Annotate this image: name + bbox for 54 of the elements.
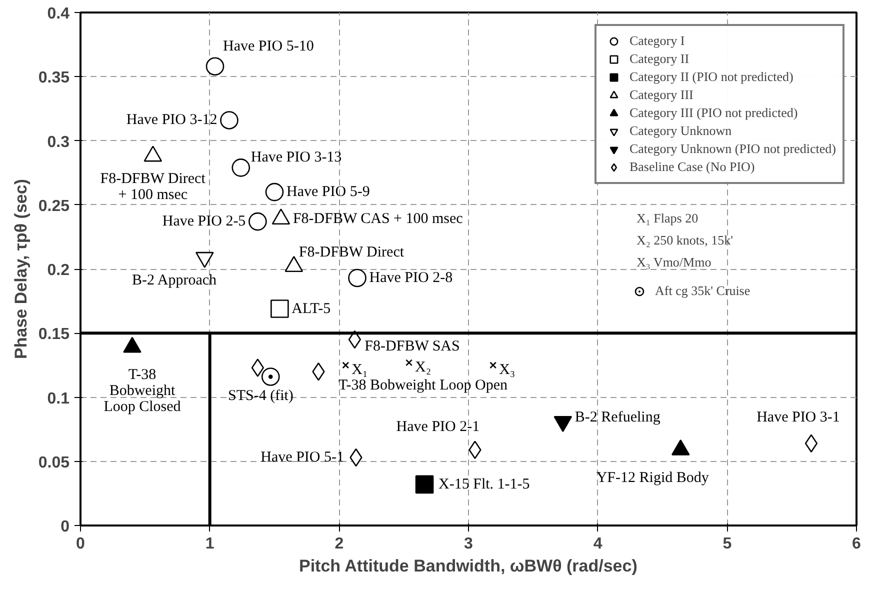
legend-label: Category Unknown (PIO not predicted) [629, 141, 836, 157]
x-tick-label: 2 [334, 536, 344, 552]
annotation: T-38 Bobweight Loop Open [338, 378, 508, 394]
y-tick-label: 0.3 [47, 134, 70, 151]
y-tick-label: 0.35 [38, 70, 70, 87]
annotation: Have PIO 2-5 [162, 214, 246, 230]
annotation: X₁ Flaps 20 [636, 210, 698, 226]
legend-label: Category II [629, 51, 690, 67]
legend-label: Category Unknown [629, 123, 732, 139]
annotation: Have PIO 5-10 [223, 38, 314, 54]
annotation: B-2 Approach [132, 272, 218, 288]
annotation: ALT-5 [292, 300, 331, 317]
y-tick-label: 0 [60, 518, 70, 536]
x-tick-label: 4 [593, 536, 602, 552]
y-tick-label: 0.05 [38, 454, 70, 472]
annotation: X₂ 250 knots, 15k' [636, 232, 733, 248]
annotation: Have PIO 3-12 [126, 112, 218, 128]
data-label: X₁ [352, 362, 368, 378]
annotation: X₃ Vmo/Mmo [636, 254, 712, 270]
legend-label: Category III (PIO not predicted) [629, 105, 798, 121]
x-tick-label: 3 [464, 536, 474, 552]
x-tick-label: 5 [722, 536, 732, 552]
annotation: B-2 Refueling [574, 410, 661, 426]
data-label: X₂ [415, 360, 432, 376]
legend-label: Aft cg 35k' Cruise [655, 283, 750, 299]
x-axis-title: Pitch Attitude Bandwidth, ωBWθ (rad/sec) [299, 556, 638, 576]
x-tick-label: 6 [852, 536, 862, 552]
legend-label: Category II (PIO not predicted) [629, 69, 794, 85]
annotation: Have PIO 3-1 [756, 409, 840, 426]
annotation: F8-DFBW CAS + 100 msec [292, 210, 464, 227]
y-tick-label: 0.15 [38, 326, 70, 344]
y-tick-label: 0.2 [47, 262, 70, 279]
y-tick-label: 0.4 [47, 6, 70, 22]
annotation: YF-12 Rigid Body [596, 470, 710, 486]
annotation: Have PIO 5-9 [286, 184, 370, 200]
x-tick-label: 1 [205, 536, 214, 552]
y-tick-label: 0.1 [47, 390, 70, 408]
annotation: F8-DFBW Direct + 100 msec [100, 171, 206, 204]
annotation: T-38 Bobweight Loop Closed [104, 367, 182, 416]
y-axis-title: Phase Delay, τpθ (sec) [11, 179, 30, 359]
data-label: X₃ [499, 362, 516, 378]
y-tick-label: 0.25 [38, 198, 70, 215]
legend-label: Category I [629, 33, 685, 49]
annotation: F8-DFBW Direct [298, 244, 405, 260]
annotation: X-15 Flt. 1-1-5 [438, 476, 530, 492]
x-tick-label: 0 [76, 536, 86, 552]
annotation: Have PIO 3-13 [250, 150, 342, 166]
annotation: F8-DFBW SAS [364, 338, 460, 355]
annotation: Have PIO 5-1 [260, 450, 344, 466]
annotation: STS-4 (fit) [228, 388, 294, 404]
annotation: Have PIO 2-1 [396, 418, 480, 435]
annotation: Have PIO 2-8 [369, 270, 453, 286]
legend-label: Category III [629, 87, 694, 103]
legend-label: Baseline Case (No PIO) [629, 159, 755, 175]
